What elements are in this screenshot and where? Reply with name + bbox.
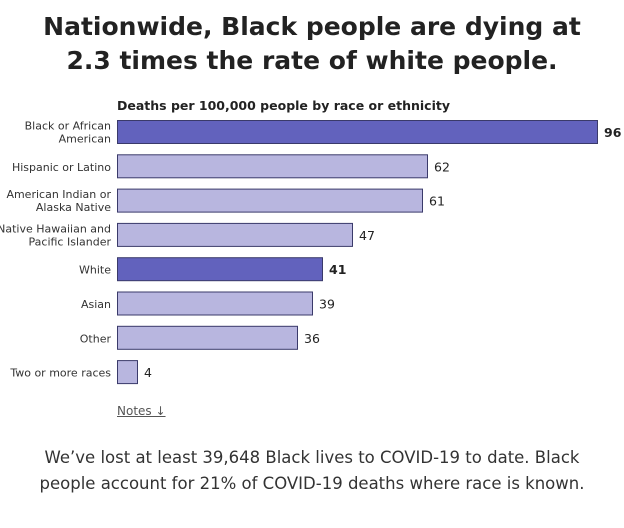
summary-text: We’ve lost at least 39,648 Black lives t… bbox=[0, 445, 624, 497]
category-label-3: Native Hawaiian and Pacific Islander bbox=[0, 222, 111, 248]
headline-line-2: 2.3 times the rate of white people. bbox=[66, 46, 558, 75]
summary-line-1: We’ve lost at least 39,648 Black lives t… bbox=[44, 448, 580, 467]
bar-2 bbox=[117, 188, 423, 213]
summary-line-2: people account for 21% of COVID-19 death… bbox=[39, 474, 585, 493]
bar-3 bbox=[117, 222, 353, 247]
bar-6 bbox=[117, 325, 298, 350]
category-label-1: Hispanic or Latino bbox=[12, 161, 111, 174]
bar-0 bbox=[117, 120, 598, 144]
value-label-7: 4 bbox=[144, 365, 152, 380]
value-label-1: 62 bbox=[434, 159, 450, 174]
chart-headline: Nationwide, Black people are dying at 2.… bbox=[0, 10, 624, 78]
bar-chart: Deaths per 100,000 people by race or eth… bbox=[0, 98, 622, 385]
value-label-0: 96 bbox=[604, 125, 622, 140]
bar-7 bbox=[117, 360, 138, 385]
category-label-5: Asian bbox=[81, 298, 111, 311]
category-label-7: Two or more races bbox=[9, 367, 111, 380]
bar-4 bbox=[117, 257, 323, 282]
value-label-6: 36 bbox=[304, 331, 320, 346]
bar-1 bbox=[117, 154, 428, 179]
headline-line-1: Nationwide, Black people are dying at bbox=[43, 12, 581, 41]
chart-subtitle: Deaths per 100,000 people by race or eth… bbox=[117, 98, 450, 113]
value-label-2: 61 bbox=[429, 194, 445, 209]
category-label-4: White bbox=[79, 264, 111, 277]
notes-link[interactable]: Notes ↓ bbox=[117, 404, 166, 418]
bar-5 bbox=[117, 291, 313, 316]
value-label-5: 39 bbox=[319, 297, 335, 312]
value-label-3: 47 bbox=[359, 228, 375, 243]
category-label-2: American Indian or Alaska Native bbox=[6, 188, 111, 214]
category-label-6: Other bbox=[80, 332, 112, 345]
value-label-4: 41 bbox=[329, 262, 346, 277]
category-label-0: Black or African American bbox=[25, 120, 111, 146]
